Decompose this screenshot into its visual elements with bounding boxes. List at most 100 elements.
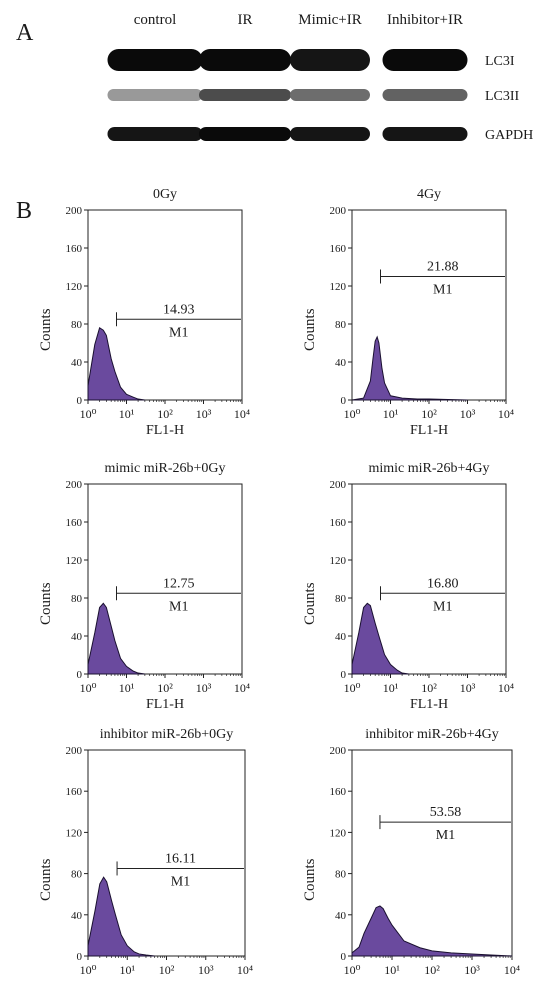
y-tick-label-2-4: 160: [66, 517, 83, 529]
histogram-area-2: [87, 602, 145, 675]
x-tick-label-3-3: 10³: [460, 681, 476, 695]
y-tick-label-0-0: 0: [77, 395, 83, 407]
band-lc3ii-1: [199, 89, 291, 101]
lane-label-0: control: [134, 12, 177, 28]
x-tick-label-4-3: 10³: [198, 963, 214, 977]
histogram-title-5: inhibitor miR-26b+4Gy: [365, 727, 499, 742]
band-gapdh-3: [382, 127, 468, 141]
band-lc3i-2: [290, 49, 370, 71]
band-lc3ii-2: [290, 89, 370, 101]
y-tick-label-5-1: 40: [335, 910, 347, 922]
y-tick-label-3-3: 120: [330, 555, 347, 567]
x-tick-label-4-4: 10⁴: [237, 963, 253, 977]
y-axis-label-0: Counts: [38, 308, 54, 351]
x-tick-label-2-3: 10³: [196, 681, 212, 695]
y-tick-label-0-3: 120: [66, 281, 83, 293]
x-tick-label-0-0: 10⁰: [80, 407, 97, 421]
y-tick-label-3-1: 40: [335, 631, 347, 643]
x-tick-label-3-2: 10²: [421, 681, 437, 695]
x-tick-label-3-0: 10⁰: [344, 681, 361, 695]
x-tick-label-3-1: 10¹: [383, 681, 399, 695]
y-tick-label-5-2: 80: [335, 869, 347, 881]
histogram-title-3: mimic miR-26b+4Gy: [368, 461, 489, 476]
histogram-area-5: [351, 905, 513, 957]
y-axis-label-3: Counts: [302, 582, 318, 625]
histogram-2: mimic miR-26b+0Gy 0 40 80 120 160 200 10⁰ 10¹ 10²…: [38, 461, 250, 712]
panel-a-label: A: [16, 20, 34, 46]
marker-label-4: M1: [171, 874, 190, 889]
band-lc3i-1: [199, 49, 291, 71]
y-tick-label-2-3: 120: [66, 555, 83, 567]
y-tick-label-3-0: 0: [341, 669, 347, 681]
marker-label-0: M1: [169, 325, 188, 340]
y-tick-label-3-4: 160: [330, 517, 347, 529]
marker-value-1: 21.88: [427, 260, 459, 275]
histogram-title-1: 4Gy: [417, 187, 441, 202]
y-tick-label-5-0: 0: [341, 951, 347, 963]
marker-value-5: 53.58: [430, 805, 462, 820]
histogram-title-0: 0Gy: [153, 187, 177, 202]
lane-label-2: Mimic+IR: [298, 12, 361, 28]
x-tick-label-2-2: 10²: [157, 681, 173, 695]
band-label-lc3ii: LC3II: [485, 89, 520, 104]
x-tick-label-2-1: 10¹: [119, 681, 135, 695]
histogram-0: 0Gy 0 40 80 120 160 200 10⁰ 10¹ 10² 10³ 10⁴ FL1-H Cou…: [38, 187, 250, 438]
x-axis-label-0: FL1-H: [146, 423, 184, 438]
x-tick-label-5-2: 10²: [424, 963, 440, 977]
x-tick-label-5-4: 10⁴: [504, 963, 520, 977]
y-tick-label-1-3: 120: [330, 281, 347, 293]
y-axis-label-4: Counts: [38, 858, 54, 901]
y-tick-label-4-5: 200: [66, 745, 83, 757]
band-lc3ii-3: [382, 89, 468, 101]
histogram-area-1: [351, 335, 468, 401]
x-axis-label-3: FL1-H: [410, 697, 448, 712]
x-axis-label-4: FL1-H: [147, 979, 185, 981]
y-tick-label-4-2: 80: [71, 869, 83, 881]
y-tick-label-3-2: 80: [335, 593, 347, 605]
band-label-gapdh: GAPDH: [485, 128, 533, 143]
y-tick-label-1-5: 200: [330, 205, 347, 217]
y-tick-label-0-5: 200: [66, 205, 83, 217]
histogram-3: mimic miR-26b+4Gy 0 40 80 120 160 200 10⁰ 10¹ 10²…: [302, 461, 514, 712]
histogram-title-2: mimic miR-26b+0Gy: [104, 461, 225, 476]
y-tick-label-1-4: 160: [330, 243, 347, 255]
x-tick-label-3-4: 10⁴: [498, 681, 514, 695]
y-tick-label-2-5: 200: [66, 479, 83, 491]
marker-value-4: 16.11: [165, 851, 196, 866]
y-tick-label-2-1: 40: [71, 631, 83, 643]
x-tick-label-4-2: 10²: [159, 963, 175, 977]
histogram-5: inhibitor miR-26b+4Gy 0 40 80 120 160 200 10⁰ 10…: [302, 727, 520, 981]
histogram-area-4: [87, 876, 155, 957]
y-tick-label-4-3: 120: [66, 827, 83, 839]
marker-value-0: 14.93: [163, 302, 195, 317]
band-gapdh-2: [290, 127, 370, 141]
y-axis-label-5: Counts: [302, 858, 318, 901]
band-lc3ii-0: [107, 89, 203, 101]
x-axis-label-2: FL1-H: [146, 697, 184, 712]
marker-label-1: M1: [433, 283, 452, 298]
band-label-lc3i: LC3I: [485, 54, 515, 69]
lane-label-1: IR: [238, 12, 253, 28]
y-axis-label-2: Counts: [38, 582, 54, 625]
x-axis-label-1: FL1-H: [410, 423, 448, 438]
x-tick-label-1-1: 10¹: [383, 407, 399, 421]
y-tick-label-1-1: 40: [335, 357, 347, 369]
histogram-1: 4Gy 0 40 80 120 160 200 10⁰ 10¹ 10² 10³ 10⁴ FL1-H Cou…: [302, 187, 514, 438]
y-axis-label-1: Counts: [302, 308, 318, 351]
y-tick-label-1-2: 80: [335, 319, 347, 331]
x-tick-label-2-0: 10⁰: [80, 681, 97, 695]
x-tick-label-4-0: 10⁰: [80, 963, 97, 977]
x-tick-label-1-3: 10³: [460, 407, 476, 421]
y-tick-label-3-5: 200: [330, 479, 347, 491]
lane-label-3: Inhibitor+IR: [387, 12, 463, 28]
histogram-area-0: [87, 327, 145, 401]
x-tick-label-0-1: 10¹: [119, 407, 135, 421]
y-tick-label-2-0: 0: [77, 669, 83, 681]
flow-histograms: 0Gy 0 40 80 120 160 200 10⁰ 10¹ 10² 10³ 10⁴ FL1-H Cou…: [38, 187, 520, 981]
x-tick-label-0-2: 10²: [157, 407, 173, 421]
marker-label-2: M1: [169, 599, 188, 614]
panel-b-label: B: [16, 198, 32, 224]
histogram-4: inhibitor miR-26b+0Gy 0 40 80 120 160 200 10⁰ 10…: [38, 727, 253, 981]
y-tick-label-5-5: 200: [330, 745, 347, 757]
